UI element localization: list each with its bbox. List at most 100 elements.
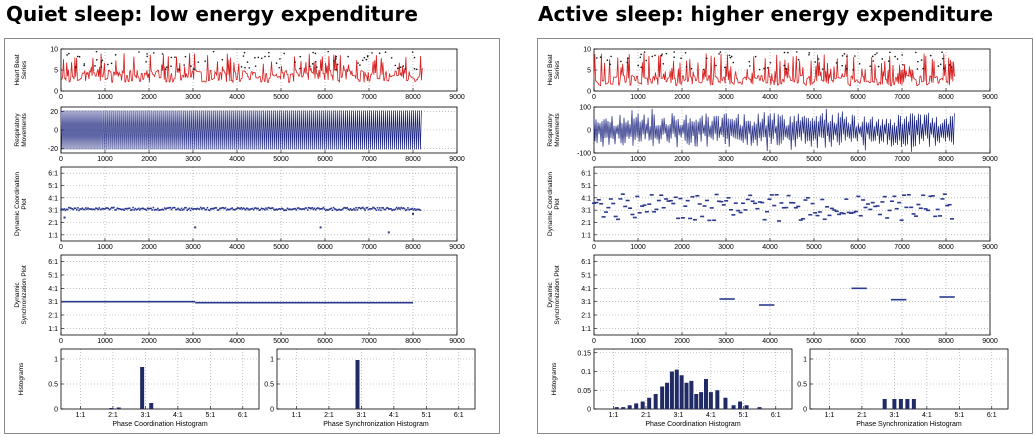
heartbeat-peak-point [204,60,206,62]
coordination-point [88,208,90,210]
coordination-point [630,213,635,216]
coordination-point [251,207,254,210]
coordination-point [273,208,275,211]
coordination-point [243,208,246,210]
heartbeat-peak-point [703,68,705,71]
x-tick-label: 5:1 [421,412,431,419]
heartbeat-peak-point [335,68,337,71]
coordination-point [115,208,117,211]
coordination-point [357,207,360,209]
y-tick-label: 0 [587,89,591,96]
heartbeat-peak-point [146,55,149,58]
coordination-point [75,209,78,211]
coordination-point [170,208,173,211]
coordination-point [688,217,693,220]
coordination-point [87,207,89,209]
x-tick-label: 4000 [762,156,778,163]
heartbeat-peak-point [312,51,314,54]
coordination-point [777,220,782,222]
heartbeat-peak-point [673,56,675,58]
coordination-point [84,207,87,209]
coordination-point [635,195,640,198]
x-tick-label: 4000 [762,94,778,101]
heartbeat-peak-point [166,66,168,68]
coordination-point [109,208,112,210]
x-tick-label: 4000 [229,94,245,101]
heartbeat-peak-point [835,62,838,64]
histogram-bar [653,394,658,409]
coordination-point [201,208,203,210]
heartbeat-peak-point [254,56,256,59]
coordination-point [296,207,299,210]
subplot-sync-hist: 0 0.5 1 1:1 2:1 3:1 4:1 5:1 6:1 Phase Synchroniza… [797,348,1009,428]
coordination-point [623,205,628,208]
coordination-point [753,202,758,205]
y-tick-label: 4:1 [48,195,58,202]
coordination-point [181,209,184,211]
coordination-point [210,207,212,210]
coordination-outlier-point [319,226,322,229]
coordination-point [167,207,169,209]
coordination-point [726,197,731,199]
y-tick-label: 3:1 [581,208,591,215]
heartbeat-peak-point [685,65,688,68]
coordination-point [118,208,121,210]
coordination-point [707,219,712,222]
coordination-point [253,207,256,209]
coordination-point [70,207,72,210]
coordination-point [940,198,945,200]
heartbeat-peak-point [110,62,113,65]
y-tick-label: 2:1 [48,313,58,320]
y-tick-label: 0.15 [577,350,591,357]
heartbeat-peak-point [729,56,732,59]
heartbeat-peak-point [705,57,708,60]
x-tick-label: 3000 [718,94,734,101]
x-tick-label: 7000 [894,244,910,251]
coordination-point [417,208,419,211]
coordination-point [640,205,645,207]
heartbeat-peak-point [881,58,884,60]
coordination-point [213,207,215,210]
x-tick-label: 8000 [405,338,421,345]
heartbeat-peak-point [336,63,339,66]
coordination-point [344,206,346,209]
coordination-point [380,209,382,212]
coordination-point [647,203,652,205]
coordination-point [171,207,174,209]
y-tick-label: 0 [803,407,807,414]
coordination-point [354,209,356,211]
x-tick-label: 6000 [850,338,866,345]
coordination-point [268,207,271,209]
heartbeat-peak-point [83,63,86,65]
coordination-point [367,208,370,211]
coordination-point [141,207,143,210]
coordination-point [784,206,789,209]
coordination-point [188,207,191,210]
coordination-point [947,203,952,206]
x-tick-label: 7000 [361,156,377,163]
histogram-bar [627,405,632,409]
quiet-sleep-title: Quiet sleep: low energy expenditure [6,2,418,26]
heartbeat-peak-point [299,67,301,70]
coordination-point [289,208,292,211]
x-tick-label: 5000 [806,244,822,251]
heartbeat-peak-point [78,55,81,58]
coordination-point [255,207,257,209]
x-tick-label: 2000 [141,338,157,345]
heartbeat-peak-point [384,51,387,54]
heartbeat-peak-point [896,58,899,60]
heartbeat-peak-point [283,52,285,55]
coordination-point [146,207,149,210]
coordination-point [143,208,146,210]
y-tick-label: 4:1 [581,286,591,293]
coordination-point [219,207,221,210]
coordination-point [604,211,609,213]
coordination-point [661,206,666,209]
x-tick-label: 1:1 [76,412,86,419]
heartbeat-peak-point [190,65,192,67]
coordination-point [875,205,880,207]
coordination-point [616,218,621,221]
coordination-outlier-point [63,216,66,219]
